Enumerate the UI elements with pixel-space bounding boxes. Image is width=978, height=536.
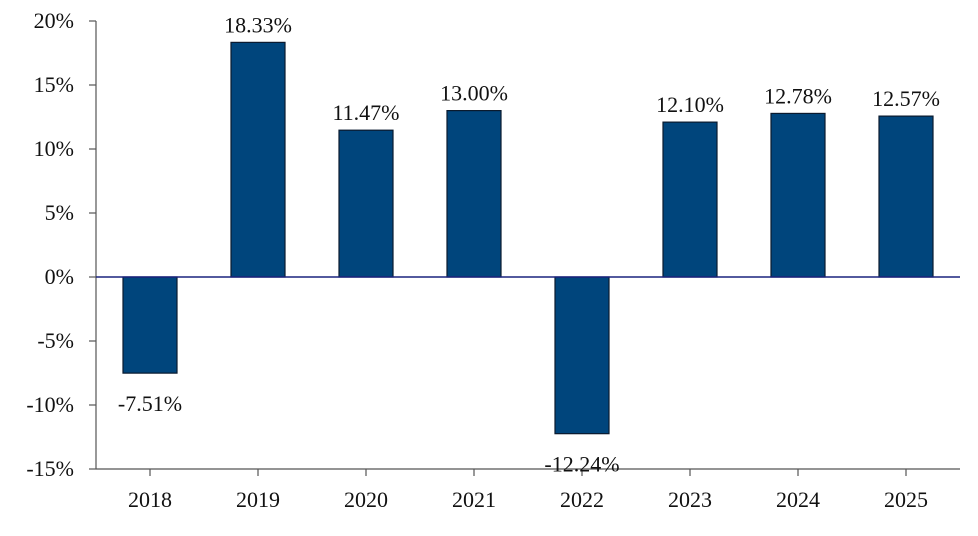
y-tick-label: 20% <box>34 8 74 33</box>
data-labels: -7.51% 18.33% 11.47% 13.00% -12.24% 12.10% 12.… <box>118 12 940 476</box>
y-tick-label: -5% <box>37 328 74 353</box>
x-tick-label: 2022 <box>560 487 604 512</box>
data-label-2024: 12.78% <box>764 83 832 108</box>
x-tick-label: 2021 <box>452 487 496 512</box>
x-tick-label: 2023 <box>668 487 712 512</box>
bar-2025 <box>878 115 934 278</box>
data-label-2025: 12.57% <box>872 86 940 111</box>
x-tick-label: 2024 <box>776 487 820 512</box>
y-tick-label: -15% <box>26 456 74 481</box>
bars <box>96 41 960 435</box>
bar-2024 <box>770 112 826 278</box>
y-tick-label: 0% <box>45 264 74 289</box>
x-tick-label: 2019 <box>236 487 280 512</box>
data-label-2018: -7.51% <box>118 391 182 416</box>
bar-2021 <box>446 109 502 278</box>
x-tick-label: 2025 <box>884 487 928 512</box>
x-axis: 2018 2019 2020 2021 2022 2023 2024 2025 <box>96 468 960 512</box>
y-axis: 20% 15% 10% 5% 0% -5% -10% -15% <box>26 8 97 481</box>
y-tick-label: 5% <box>45 200 74 225</box>
data-label-2020: 11.47% <box>332 100 399 125</box>
bar-2023 <box>662 121 718 278</box>
bar-2019 <box>230 41 286 278</box>
data-label-2021: 13.00% <box>440 81 508 106</box>
x-tick-label: 2018 <box>128 487 172 512</box>
y-tick-label: 15% <box>34 72 74 97</box>
data-label-2023: 12.10% <box>656 92 724 117</box>
bar-2020 <box>338 129 394 278</box>
data-label-2019: 18.33% <box>224 12 292 37</box>
bar-2022 <box>554 276 610 435</box>
x-tick-label: 2020 <box>344 487 388 512</box>
bar-2018 <box>122 276 178 374</box>
y-tick-label: -10% <box>26 392 74 417</box>
y-tick-label: 10% <box>34 136 74 161</box>
data-label-2022: -12.24% <box>544 452 619 477</box>
